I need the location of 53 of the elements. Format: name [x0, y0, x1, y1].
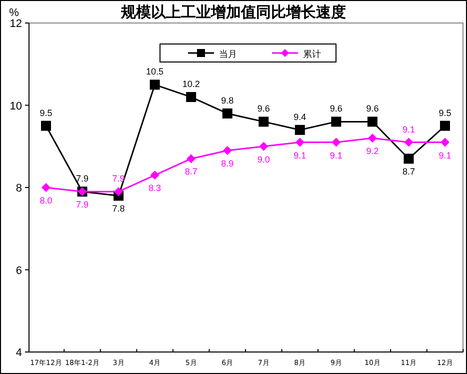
y-tick-label: 12: [10, 18, 22, 30]
data-label: 9.5: [40, 108, 52, 118]
point: [404, 154, 414, 164]
point: [186, 92, 196, 102]
data-label: 9.5: [438, 108, 452, 118]
point: [295, 138, 304, 147]
point: [368, 134, 377, 143]
point: [259, 142, 268, 151]
point: [186, 154, 196, 164]
data-label: 9.6: [330, 104, 342, 114]
point: [150, 170, 160, 180]
point: [331, 116, 342, 127]
point: [114, 187, 124, 196]
y-tick-label: 6: [16, 264, 22, 277]
data-label: 7.9: [76, 174, 89, 184]
data-label: 9.1: [438, 150, 452, 160]
point: [41, 120, 51, 131]
point: [150, 80, 160, 90]
data-label: 7.9: [76, 200, 89, 210]
legend-label: 当月: [219, 49, 237, 60]
point: [332, 138, 341, 147]
data-label: 8.7: [402, 166, 415, 177]
data-label: 9.2: [366, 146, 379, 156]
data-label: 9.6: [366, 104, 379, 114]
data-label: 9.1: [402, 124, 415, 134]
legend-label: 累计: [303, 49, 321, 60]
data-label: 8.3: [148, 183, 162, 194]
data-label: 8.7: [184, 166, 198, 177]
y-tick-label: 4: [16, 347, 22, 359]
point: [440, 120, 450, 131]
y-tick-label: 8: [16, 182, 22, 194]
data-label: 8.9: [221, 158, 234, 168]
data-label: 10.5: [146, 66, 164, 77]
data-label: 9.0: [257, 154, 270, 164]
point: [258, 116, 269, 127]
point: [440, 138, 450, 147]
data-label: 9.1: [294, 150, 306, 160]
data-label: 9.4: [294, 112, 306, 122]
y-tick-label: 10: [10, 100, 22, 112]
point: [404, 138, 414, 147]
point: [367, 116, 378, 127]
point: [294, 124, 305, 135]
data-label: 7.8: [112, 204, 125, 214]
data-label: 9.8: [221, 95, 234, 106]
chart-title: 规模以上工业增加值同比增长速度: [120, 3, 346, 21]
data-label: 8.0: [40, 196, 52, 206]
data-label: 9.6: [257, 104, 270, 114]
data-label: 10.2: [182, 79, 200, 90]
data-label: 9.1: [330, 150, 342, 160]
point: [222, 146, 232, 155]
y-axis-title: %: [9, 7, 20, 19]
point: [42, 183, 50, 192]
point: [222, 108, 232, 118]
